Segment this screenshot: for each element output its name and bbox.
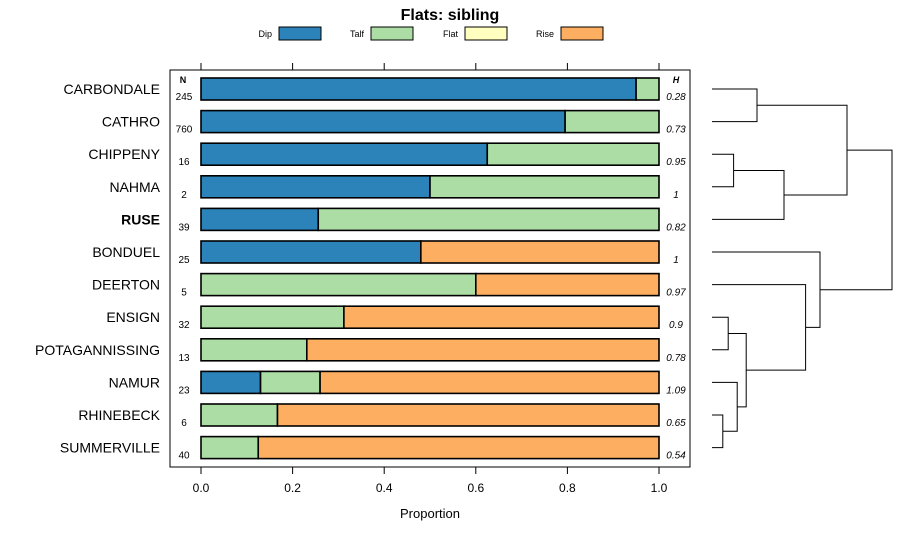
dendrogram-link-2 — [712, 170, 785, 220]
legend-label-talf: Talf — [350, 29, 365, 39]
n-value-summerville: 40 — [178, 451, 190, 462]
h-value-namur: 1.09 — [666, 385, 686, 396]
h-value-ruse: 0.82 — [666, 222, 686, 233]
legend-swatch-talf — [370, 26, 414, 41]
chart-title: Flats: sibling — [401, 7, 500, 24]
n-header: N — [180, 75, 187, 85]
x-tick-label-3: 0.6 — [467, 481, 484, 495]
n-value-ruse: 39 — [178, 222, 190, 233]
x-tick-label-2: 0.4 — [376, 481, 393, 495]
bar-carbondale-talf — [635, 77, 660, 101]
row-label-ruse: RUSE — [121, 211, 160, 227]
legend-swatch-dip — [278, 26, 322, 41]
n-value-rhinebeck: 6 — [181, 418, 187, 429]
x-axis: 0.0 0.2 0.4 0.6 0.8 1.0 — [193, 63, 668, 495]
h-value-chippeny: 0.95 — [666, 157, 686, 168]
bar-carbondale-dip — [200, 77, 637, 101]
bar-deerton-talf — [200, 272, 477, 297]
row-label-deerton: DEERTON — [92, 277, 160, 293]
n-value-deerton: 5 — [181, 288, 187, 299]
dendrogram-link-4 — [712, 316, 729, 351]
bar-ruse-talf — [317, 207, 660, 232]
bar-deerton-rise — [474, 272, 660, 297]
h-value-deerton: 0.97 — [666, 288, 686, 299]
bar-namur-rise — [319, 370, 660, 395]
row-label-chippeny: CHIPPENY — [88, 146, 160, 162]
bar-ensign-rise — [343, 305, 660, 330]
x-axis-title: Proportion — [400, 506, 460, 521]
dendrogram-link-1 — [712, 153, 735, 188]
x-tick-label-0: 0.0 — [193, 481, 210, 495]
dendrogram-link-3 — [757, 104, 848, 196]
n-value-chippeny: 16 — [178, 157, 190, 168]
dendrogram-link-8 — [712, 284, 807, 371]
bar-potagannissing-talf — [200, 337, 308, 362]
bar-potagannissing-rise — [305, 337, 660, 362]
n-value-bonduel: 25 — [178, 255, 190, 266]
legend-label-rise: Rise — [536, 29, 554, 39]
legend: Dip Talf Flat Rise — [258, 26, 604, 41]
dendrogram-link-10 — [820, 149, 893, 291]
n-value-namur: 23 — [178, 385, 190, 396]
row-label-nahma: NAHMA — [109, 179, 160, 195]
bar-summerville-talf — [200, 435, 260, 460]
x-tick-label-5: 1.0 — [651, 481, 668, 495]
bar-ruse-dip — [200, 207, 320, 232]
h-value-summerville: 0.54 — [666, 451, 686, 462]
h-value-potagannissing: 0.78 — [666, 353, 686, 364]
bar-bonduel-dip — [200, 240, 422, 264]
legend-label-dip: Dip — [258, 29, 272, 39]
h-value-rhinebeck: 0.65 — [666, 418, 686, 429]
dendrogram — [712, 88, 893, 449]
x-tick-label-4: 0.8 — [559, 481, 576, 495]
h-value-carbondale: 0.28 — [666, 92, 686, 103]
bar-chippeny-talf — [486, 142, 660, 166]
row-label-carbondale: CARBONDALE — [64, 81, 160, 97]
row-label-ensign: ENSIGN — [106, 309, 160, 325]
h-value-bonduel: 1 — [673, 255, 679, 266]
row-label-namur: NAMUR — [109, 374, 160, 390]
bar-nahma-dip — [200, 175, 431, 199]
bar-ensign-talf — [200, 305, 345, 330]
x-tick-label-1: 0.2 — [284, 481, 301, 495]
bar-rhinebeck-talf — [200, 403, 279, 427]
row-label-cathro: CATHRO — [102, 114, 160, 130]
h-value-ensign: 0.9 — [669, 320, 683, 331]
bar-namur-dip — [200, 370, 262, 395]
dendrogram-link-6 — [712, 381, 738, 432]
dendrogram-link-5 — [712, 414, 724, 449]
n-value-nahma: 2 — [181, 190, 187, 201]
dendrogram-link-0 — [712, 88, 758, 123]
h-value-nahma: 1 — [673, 190, 679, 201]
legend-swatch-rise — [560, 26, 604, 41]
bar-nahma-talf — [429, 175, 660, 199]
legend-swatch-flat — [464, 26, 508, 41]
row-label-rhinebeck: RHINEBECK — [78, 407, 160, 423]
bar-namur-talf — [259, 370, 321, 395]
h-value-cathro: 0.73 — [666, 125, 686, 136]
n-value-carbondale: 245 — [176, 92, 193, 103]
h-header: H — [673, 75, 680, 85]
plot-frame — [169, 69, 691, 468]
row-label-bonduel: BONDUEL — [92, 244, 160, 260]
legend-label-flat: Flat — [443, 29, 459, 39]
row-label-summerville: SUMMERVILLE — [60, 440, 160, 456]
bar-bonduel-rise — [420, 240, 660, 264]
n-value-cathro: 760 — [176, 125, 193, 136]
n-value-potagannissing: 13 — [178, 353, 190, 364]
bar-cathro-dip — [200, 109, 566, 134]
bar-cathro-talf — [564, 109, 660, 134]
row-label-potagannissing: POTAGANNISSING — [35, 342, 160, 358]
dendrogram-link-9 — [712, 251, 821, 328]
bar-summerville-rise — [257, 435, 660, 460]
bar-rhinebeck-rise — [276, 403, 660, 427]
n-value-ensign: 32 — [178, 320, 190, 331]
bar-chippeny-dip — [200, 142, 489, 166]
